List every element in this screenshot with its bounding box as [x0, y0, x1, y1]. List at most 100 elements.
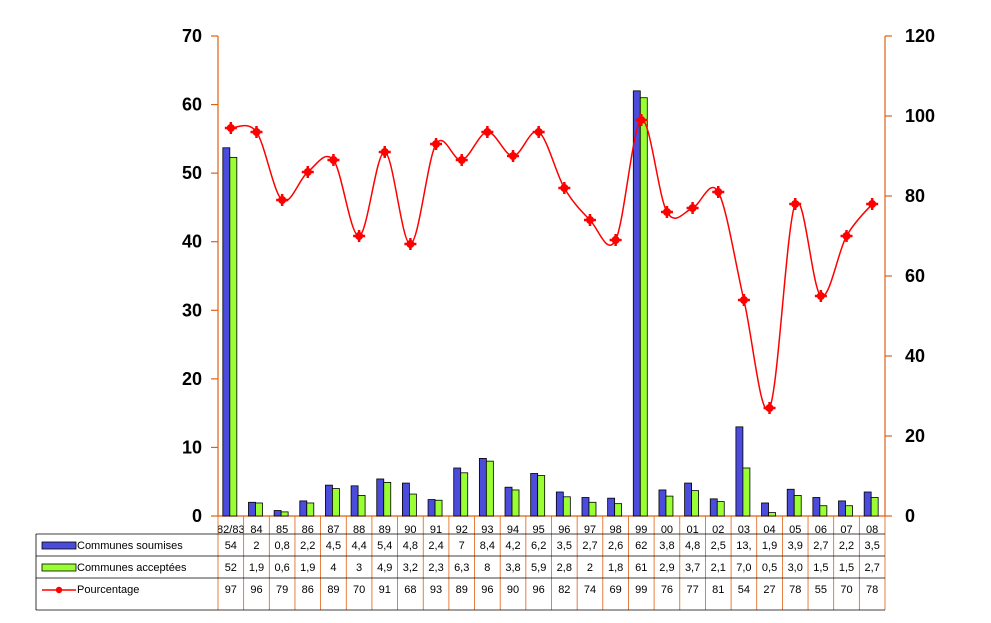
right-tick-label: 20: [905, 426, 925, 446]
table-cell: 91: [379, 584, 391, 596]
bar-soumises: [607, 497, 616, 517]
table-cell: 3,9: [788, 540, 803, 552]
bar-acceptees: [229, 156, 238, 517]
pourcentage-marker: [789, 198, 802, 210]
table-cell: 69: [610, 584, 622, 596]
bar-soumises: [222, 147, 231, 517]
table-cell: 2,5: [711, 540, 726, 552]
table-cell: 3,2: [403, 562, 418, 574]
bar-acceptees: [383, 481, 392, 517]
bar-soumises: [273, 510, 282, 517]
pourcentage-marker: [737, 294, 750, 306]
table-cell: 2: [253, 540, 259, 552]
category-label: 84: [250, 524, 262, 536]
legend-label: Pourcentage: [77, 584, 139, 596]
bar-soumises: [761, 502, 769, 517]
left-tick-label: 20: [182, 369, 202, 389]
category-label: 97: [584, 524, 596, 536]
table-cell: 86: [302, 584, 314, 596]
left-tick-label: 60: [182, 95, 202, 115]
table-cell: 5,9: [531, 562, 546, 574]
category-label: 91: [430, 524, 442, 536]
table-cell: 54: [738, 584, 750, 596]
table-cell: 3,8: [505, 562, 520, 574]
pourcentage-marker: [686, 202, 699, 214]
table-cell: 2: [587, 562, 593, 574]
table-cell: 2,4: [428, 540, 443, 552]
table-cell: 8: [484, 562, 490, 574]
right-tick-label: 40: [905, 346, 925, 366]
category-label: 98: [610, 524, 622, 536]
table-cell: 3,0: [788, 562, 803, 574]
table-cell: 1,5: [813, 562, 828, 574]
right-tick-label: 100: [905, 106, 935, 126]
bar-soumises: [658, 489, 667, 517]
bar-acceptees: [614, 503, 623, 517]
table-cell: 2,3: [428, 562, 443, 574]
pourcentage-marker: [378, 146, 391, 158]
pourcentage-marker: [455, 154, 468, 166]
bar-soumises: [709, 498, 718, 517]
table-cell: 1,5: [839, 562, 854, 574]
pourcentage-marker: [430, 138, 443, 150]
bar-acceptees: [588, 501, 597, 517]
table-cell: 68: [404, 584, 416, 596]
table-cell: 1,9: [249, 562, 264, 574]
table-cell: 96: [250, 584, 262, 596]
table-cell: 2,1: [711, 562, 726, 574]
bar-acceptees: [845, 505, 853, 517]
pourcentage-line: [230, 119, 873, 411]
pourcentage-marker: [814, 290, 827, 302]
table-cell: 6,2: [531, 540, 546, 552]
pourcentage-marker: [583, 214, 596, 226]
bar-soumises: [555, 491, 564, 517]
table-cell: 2,7: [582, 540, 597, 552]
left-tick-label: 0: [192, 506, 202, 526]
right-tick-label: 80: [905, 186, 925, 206]
bar-acceptees: [332, 488, 340, 517]
table-cell: 4: [330, 562, 336, 574]
pourcentage-marker: [840, 230, 853, 242]
category-label: 04: [763, 524, 775, 536]
bar-acceptees: [819, 505, 828, 517]
table-cell: 7,0: [736, 562, 751, 574]
table-cell: 82: [558, 584, 570, 596]
bar-acceptees: [460, 472, 469, 517]
table-cell: 13,: [736, 540, 751, 552]
category-label: 94: [507, 524, 519, 536]
right-tick-label: 0: [905, 506, 915, 526]
table-cell: 2,8: [557, 562, 572, 574]
left-tick-label: 70: [182, 26, 202, 46]
pourcentage-marker: [635, 114, 648, 126]
table-cell: 3: [356, 562, 362, 574]
pourcentage-marker: [224, 122, 237, 134]
bar-soumises: [376, 478, 385, 517]
table-cell: 89: [456, 584, 468, 596]
bar-acceptees: [665, 495, 674, 517]
table-cell: 2,9: [659, 562, 674, 574]
table-cell: 3,7: [685, 562, 700, 574]
table-cell: 62: [635, 540, 647, 552]
table-cell: 2,7: [813, 540, 828, 552]
table-cell: 4,2: [505, 540, 520, 552]
category-label: 90: [404, 524, 416, 536]
bar-acceptees: [409, 493, 417, 517]
bar-soumises: [427, 499, 436, 517]
category-label: 08: [866, 524, 878, 536]
table-cell: 76: [661, 584, 673, 596]
pourcentage-marker: [558, 182, 571, 194]
bar-soumises: [581, 497, 590, 517]
left-tick-label: 50: [182, 163, 202, 183]
table-cell: 96: [533, 584, 545, 596]
bar-acceptees: [280, 511, 289, 517]
bar-acceptees: [511, 489, 520, 517]
bar-soumises: [402, 482, 410, 517]
category-label: 00: [661, 524, 673, 536]
bar-acceptees: [639, 97, 648, 517]
bar-soumises: [325, 484, 333, 517]
pourcentage-marker: [404, 238, 417, 250]
bar-soumises: [478, 457, 487, 517]
bar-acceptees: [768, 512, 776, 517]
bar-acceptees: [357, 495, 366, 517]
category-label: 07: [840, 524, 852, 536]
